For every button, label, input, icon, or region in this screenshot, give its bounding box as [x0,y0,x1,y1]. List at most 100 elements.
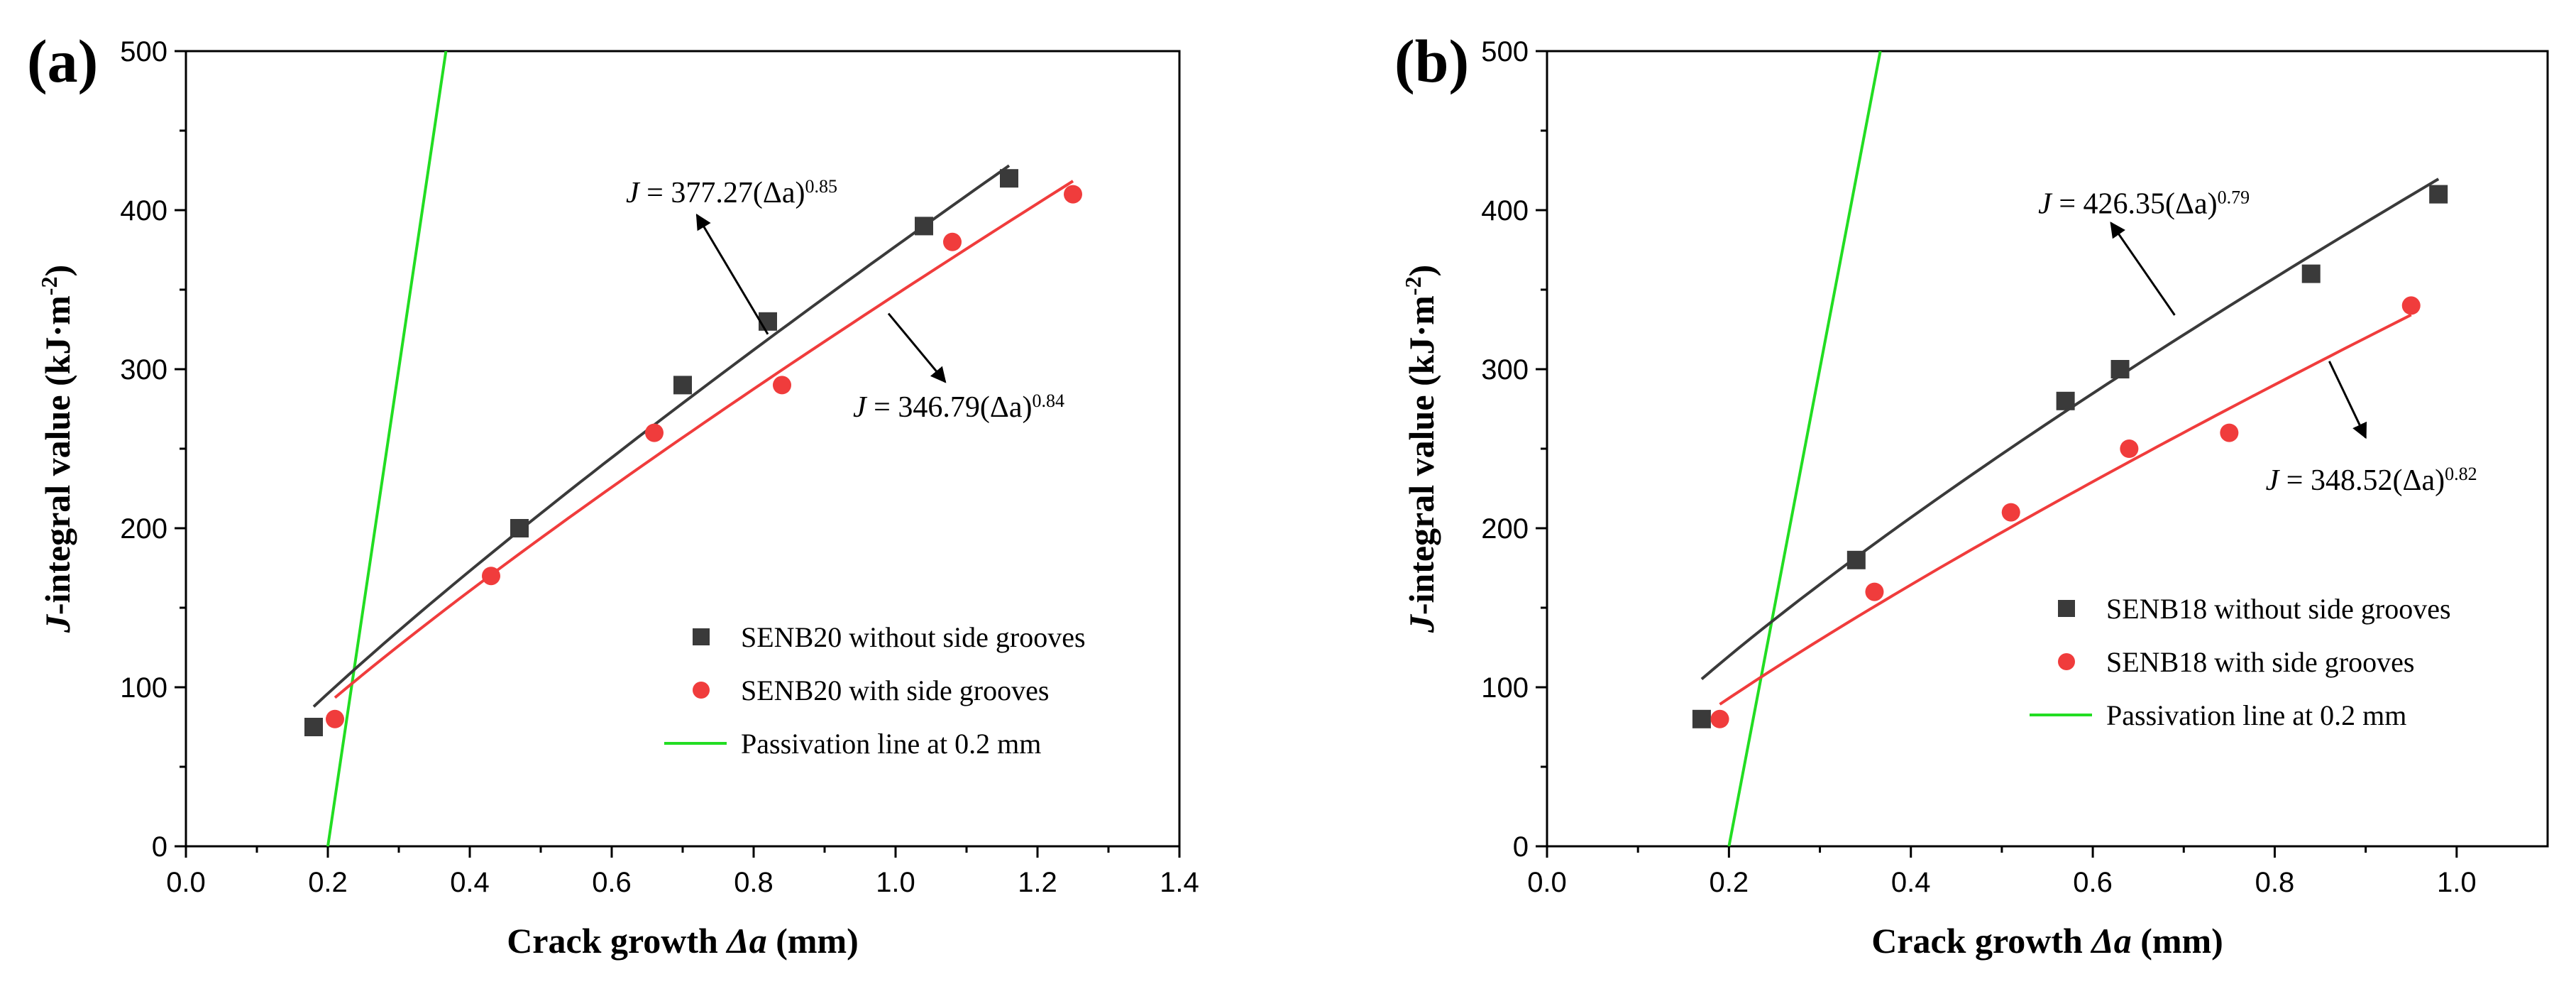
y-tick-label: 100 [120,672,167,704]
data-point-circle [482,567,500,586]
y-tick-label: 400 [1481,195,1529,226]
panel-label: (a) [27,27,98,95]
y-tick-label: 100 [1481,672,1529,704]
equation-symbol: J [2038,187,2053,220]
data-point-circle [773,376,791,395]
passivation-line [1727,51,1882,846]
data-point-circle [1064,185,1082,204]
equation-body: = 426.35(Δa) [2052,187,2218,220]
x-tick-label: 0.6 [2073,867,2113,898]
equation-body: = 377.27(Δa) [639,177,805,209]
y-axis-title-main: -integral value (kJ·m [1402,295,1441,615]
panel-label: (b) [1394,27,1469,95]
data-point-circle [1865,582,1884,601]
equation-exponent: 0.82 [2445,464,2477,484]
x-tick-label: 0.2 [308,867,348,898]
data-point-circle [326,709,344,728]
x-axis-title: Crack growth Δa (mm) [507,921,859,961]
x-tick-label: 0.4 [450,867,490,898]
y-axis-title: J-integral value (kJ·m-2) [1400,265,1441,633]
legend-entry: SENB20 with side grooves [741,674,1049,706]
equation-body: = 348.52(Δa) [2279,464,2445,497]
equation-exponent: 0.85 [805,175,837,196]
x-tick-label: 0.0 [1527,867,1567,898]
legend-marker-circle [2058,653,2075,670]
x-tick-label: 0.2 [1710,867,1749,898]
data-point-square [1692,709,1711,728]
x-axis-title-prefix: Crack growth [507,921,727,961]
data-point-square [673,376,692,395]
data-point-square [510,519,529,537]
data-point-square [2056,391,2075,410]
x-tick-label: 0.4 [1891,867,1931,898]
data-point-circle [2401,296,2421,315]
legend-entry: SENB18 without side grooves [2106,593,2451,625]
legend-entry: SENB18 with side grooves [2106,646,2414,678]
y-tick-label: 0 [152,831,167,863]
y-axis-title-main: -integral value (kJ·m [38,295,77,615]
x-tick-label: 0.0 [166,867,206,898]
y-axis-title-exponent: -2 [36,277,62,296]
data-point-circle [2001,503,2020,522]
data-point-circle [645,423,664,442]
legend-marker-circle [693,682,710,699]
y-axis-title-close: ) [38,265,77,277]
legend-marker-square [2058,600,2075,617]
y-axis-title-symbol: J [38,613,77,633]
y-tick-label: 0 [1513,831,1529,863]
y-axis-title-exponent: -2 [1400,277,1426,296]
data-point-square [2110,360,2130,378]
equation-symbol: J [626,177,641,209]
fit-equation: J = 377.27(Δa)0.85 [626,175,837,209]
data-point-circle [1710,709,1729,728]
chart-panel-1: 0.0 0.2 0.4 0.6 0.8 1.0 1.2 1.4 0 100 200 300 400 500… [27,27,1199,961]
x-tick-label: 1.2 [1018,867,1057,898]
data-point-square [1846,550,1866,569]
legend-entry: Passivation line at 0.2 mm [2106,699,2406,731]
x-tick-label: 1.0 [2437,867,2477,898]
legend: SENB20 without side grooves SENB20 with s… [664,621,1086,760]
equation-arrow [2328,361,2367,439]
y-tick-label: 400 [120,195,167,226]
equation-exponent: 0.79 [2218,187,2250,207]
data-point-square [1000,169,1018,188]
data-point-circle [2220,423,2239,442]
x-tick-label: 1.0 [876,867,915,898]
data-point-square [2429,185,2448,204]
x-tick-label: 0.6 [592,867,632,898]
x-tick-label: 0.8 [2255,867,2295,898]
x-axis-title-prefix: Crack growth [1871,921,2091,961]
y-tick-label: 500 [120,36,167,67]
y-tick-label: 300 [1481,354,1529,386]
y-axis-title-close: ) [1402,265,1441,277]
x-axis-title-suffix: (mm) [2132,921,2223,961]
equation-arrow [887,312,947,383]
legend: SENB18 without side grooves SENB18 with s… [2030,593,2451,731]
x-axis-title-symbol: Δa [2090,921,2131,961]
data-point-square [759,312,777,331]
y-tick-label: 200 [120,513,167,545]
y-tick-label: 300 [120,354,167,386]
data-point-square [2301,264,2321,283]
equation-arrow [695,213,769,335]
x-tick-label: 1.4 [1160,867,1199,898]
x-axis-title: Crack growth Δa (mm) [1871,921,2223,961]
x-axis-title-suffix: (mm) [767,921,859,961]
data-point-square [304,718,323,736]
x-axis-title-symbol: Δa [725,921,766,961]
y-axis-title-symbol: J [1402,613,1441,633]
equation-exponent: 0.84 [1032,390,1064,411]
chart-panel-2: 0.0 0.2 0.4 0.6 0.8 1.0 0 100 200 300 400 500 (b) Cra… [1394,27,2549,961]
fit-curve-with-grooves [1719,313,2412,706]
fit-curve-without-grooves [312,164,1011,708]
fit-equation: J = 426.35(Δa)0.79 [2038,187,2250,221]
y-tick-label: 500 [1481,36,1529,67]
fit-curve-with-grooves [334,180,1074,699]
data-point-circle [943,232,962,251]
x-tick-label: 0.8 [734,867,774,898]
legend-marker-square [693,628,710,645]
fit-equation: J = 348.52(Δa)0.82 [2266,464,2477,498]
data-point-circle [2120,439,2139,458]
data-point-square [915,217,933,236]
